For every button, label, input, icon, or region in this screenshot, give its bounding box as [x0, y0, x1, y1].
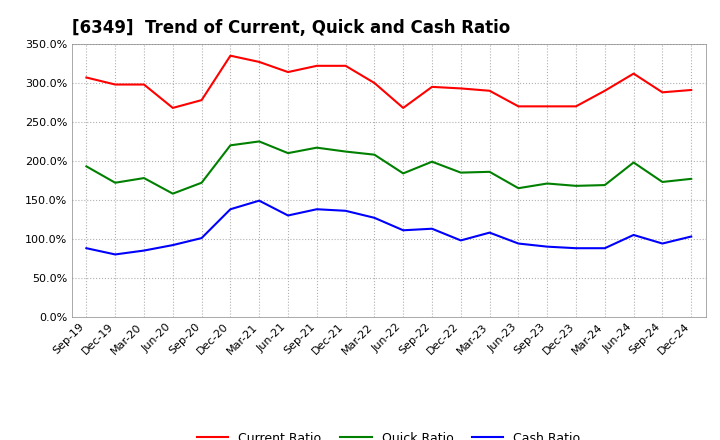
Quick Ratio: [168, 191, 177, 196]
Quick Ratio: [370, 152, 379, 158]
Current Ratio: [687, 88, 696, 93]
Current Ratio: [111, 82, 120, 87]
Line: Quick Ratio: Quick Ratio: [86, 141, 691, 194]
Cash Ratio: [111, 252, 120, 257]
Quick Ratio: [197, 180, 206, 185]
Current Ratio: [284, 70, 292, 75]
Current Ratio: [370, 81, 379, 86]
Current Ratio: [255, 59, 264, 65]
Cash Ratio: [456, 238, 465, 243]
Current Ratio: [428, 84, 436, 89]
Cash Ratio: [312, 207, 321, 212]
Quick Ratio: [572, 183, 580, 188]
Quick Ratio: [456, 170, 465, 175]
Quick Ratio: [485, 169, 494, 175]
Quick Ratio: [284, 150, 292, 156]
Cash Ratio: [226, 207, 235, 212]
Cash Ratio: [658, 241, 667, 246]
Current Ratio: [543, 104, 552, 109]
Quick Ratio: [687, 176, 696, 181]
Quick Ratio: [312, 145, 321, 150]
Quick Ratio: [514, 186, 523, 191]
Cash Ratio: [255, 198, 264, 203]
Current Ratio: [140, 82, 148, 87]
Current Ratio: [658, 90, 667, 95]
Current Ratio: [399, 105, 408, 110]
Current Ratio: [197, 98, 206, 103]
Quick Ratio: [658, 180, 667, 185]
Quick Ratio: [399, 171, 408, 176]
Cash Ratio: [514, 241, 523, 246]
Current Ratio: [456, 86, 465, 91]
Cash Ratio: [370, 215, 379, 220]
Cash Ratio: [687, 234, 696, 239]
Quick Ratio: [543, 181, 552, 186]
Cash Ratio: [197, 235, 206, 241]
Quick Ratio: [428, 159, 436, 164]
Cash Ratio: [543, 244, 552, 249]
Current Ratio: [168, 105, 177, 110]
Current Ratio: [514, 104, 523, 109]
Cash Ratio: [82, 246, 91, 251]
Quick Ratio: [341, 149, 350, 154]
Current Ratio: [600, 88, 609, 93]
Line: Current Ratio: Current Ratio: [86, 56, 691, 108]
Quick Ratio: [111, 180, 120, 185]
Cash Ratio: [284, 213, 292, 218]
Cash Ratio: [572, 246, 580, 251]
Quick Ratio: [140, 176, 148, 181]
Cash Ratio: [341, 208, 350, 213]
Cash Ratio: [600, 246, 609, 251]
Legend: Current Ratio, Quick Ratio, Cash Ratio: Current Ratio, Quick Ratio, Cash Ratio: [192, 427, 585, 440]
Cash Ratio: [428, 226, 436, 231]
Quick Ratio: [82, 164, 91, 169]
Current Ratio: [341, 63, 350, 69]
Cash Ratio: [485, 230, 494, 235]
Quick Ratio: [255, 139, 264, 144]
Cash Ratio: [399, 227, 408, 233]
Current Ratio: [82, 75, 91, 80]
Current Ratio: [312, 63, 321, 69]
Cash Ratio: [140, 248, 148, 253]
Line: Cash Ratio: Cash Ratio: [86, 201, 691, 254]
Current Ratio: [485, 88, 494, 93]
Text: [6349]  Trend of Current, Quick and Cash Ratio: [6349] Trend of Current, Quick and Cash …: [72, 19, 510, 37]
Current Ratio: [226, 53, 235, 59]
Quick Ratio: [226, 143, 235, 148]
Cash Ratio: [629, 232, 638, 238]
Quick Ratio: [629, 160, 638, 165]
Quick Ratio: [600, 183, 609, 188]
Current Ratio: [572, 104, 580, 109]
Current Ratio: [629, 71, 638, 76]
Cash Ratio: [168, 242, 177, 248]
